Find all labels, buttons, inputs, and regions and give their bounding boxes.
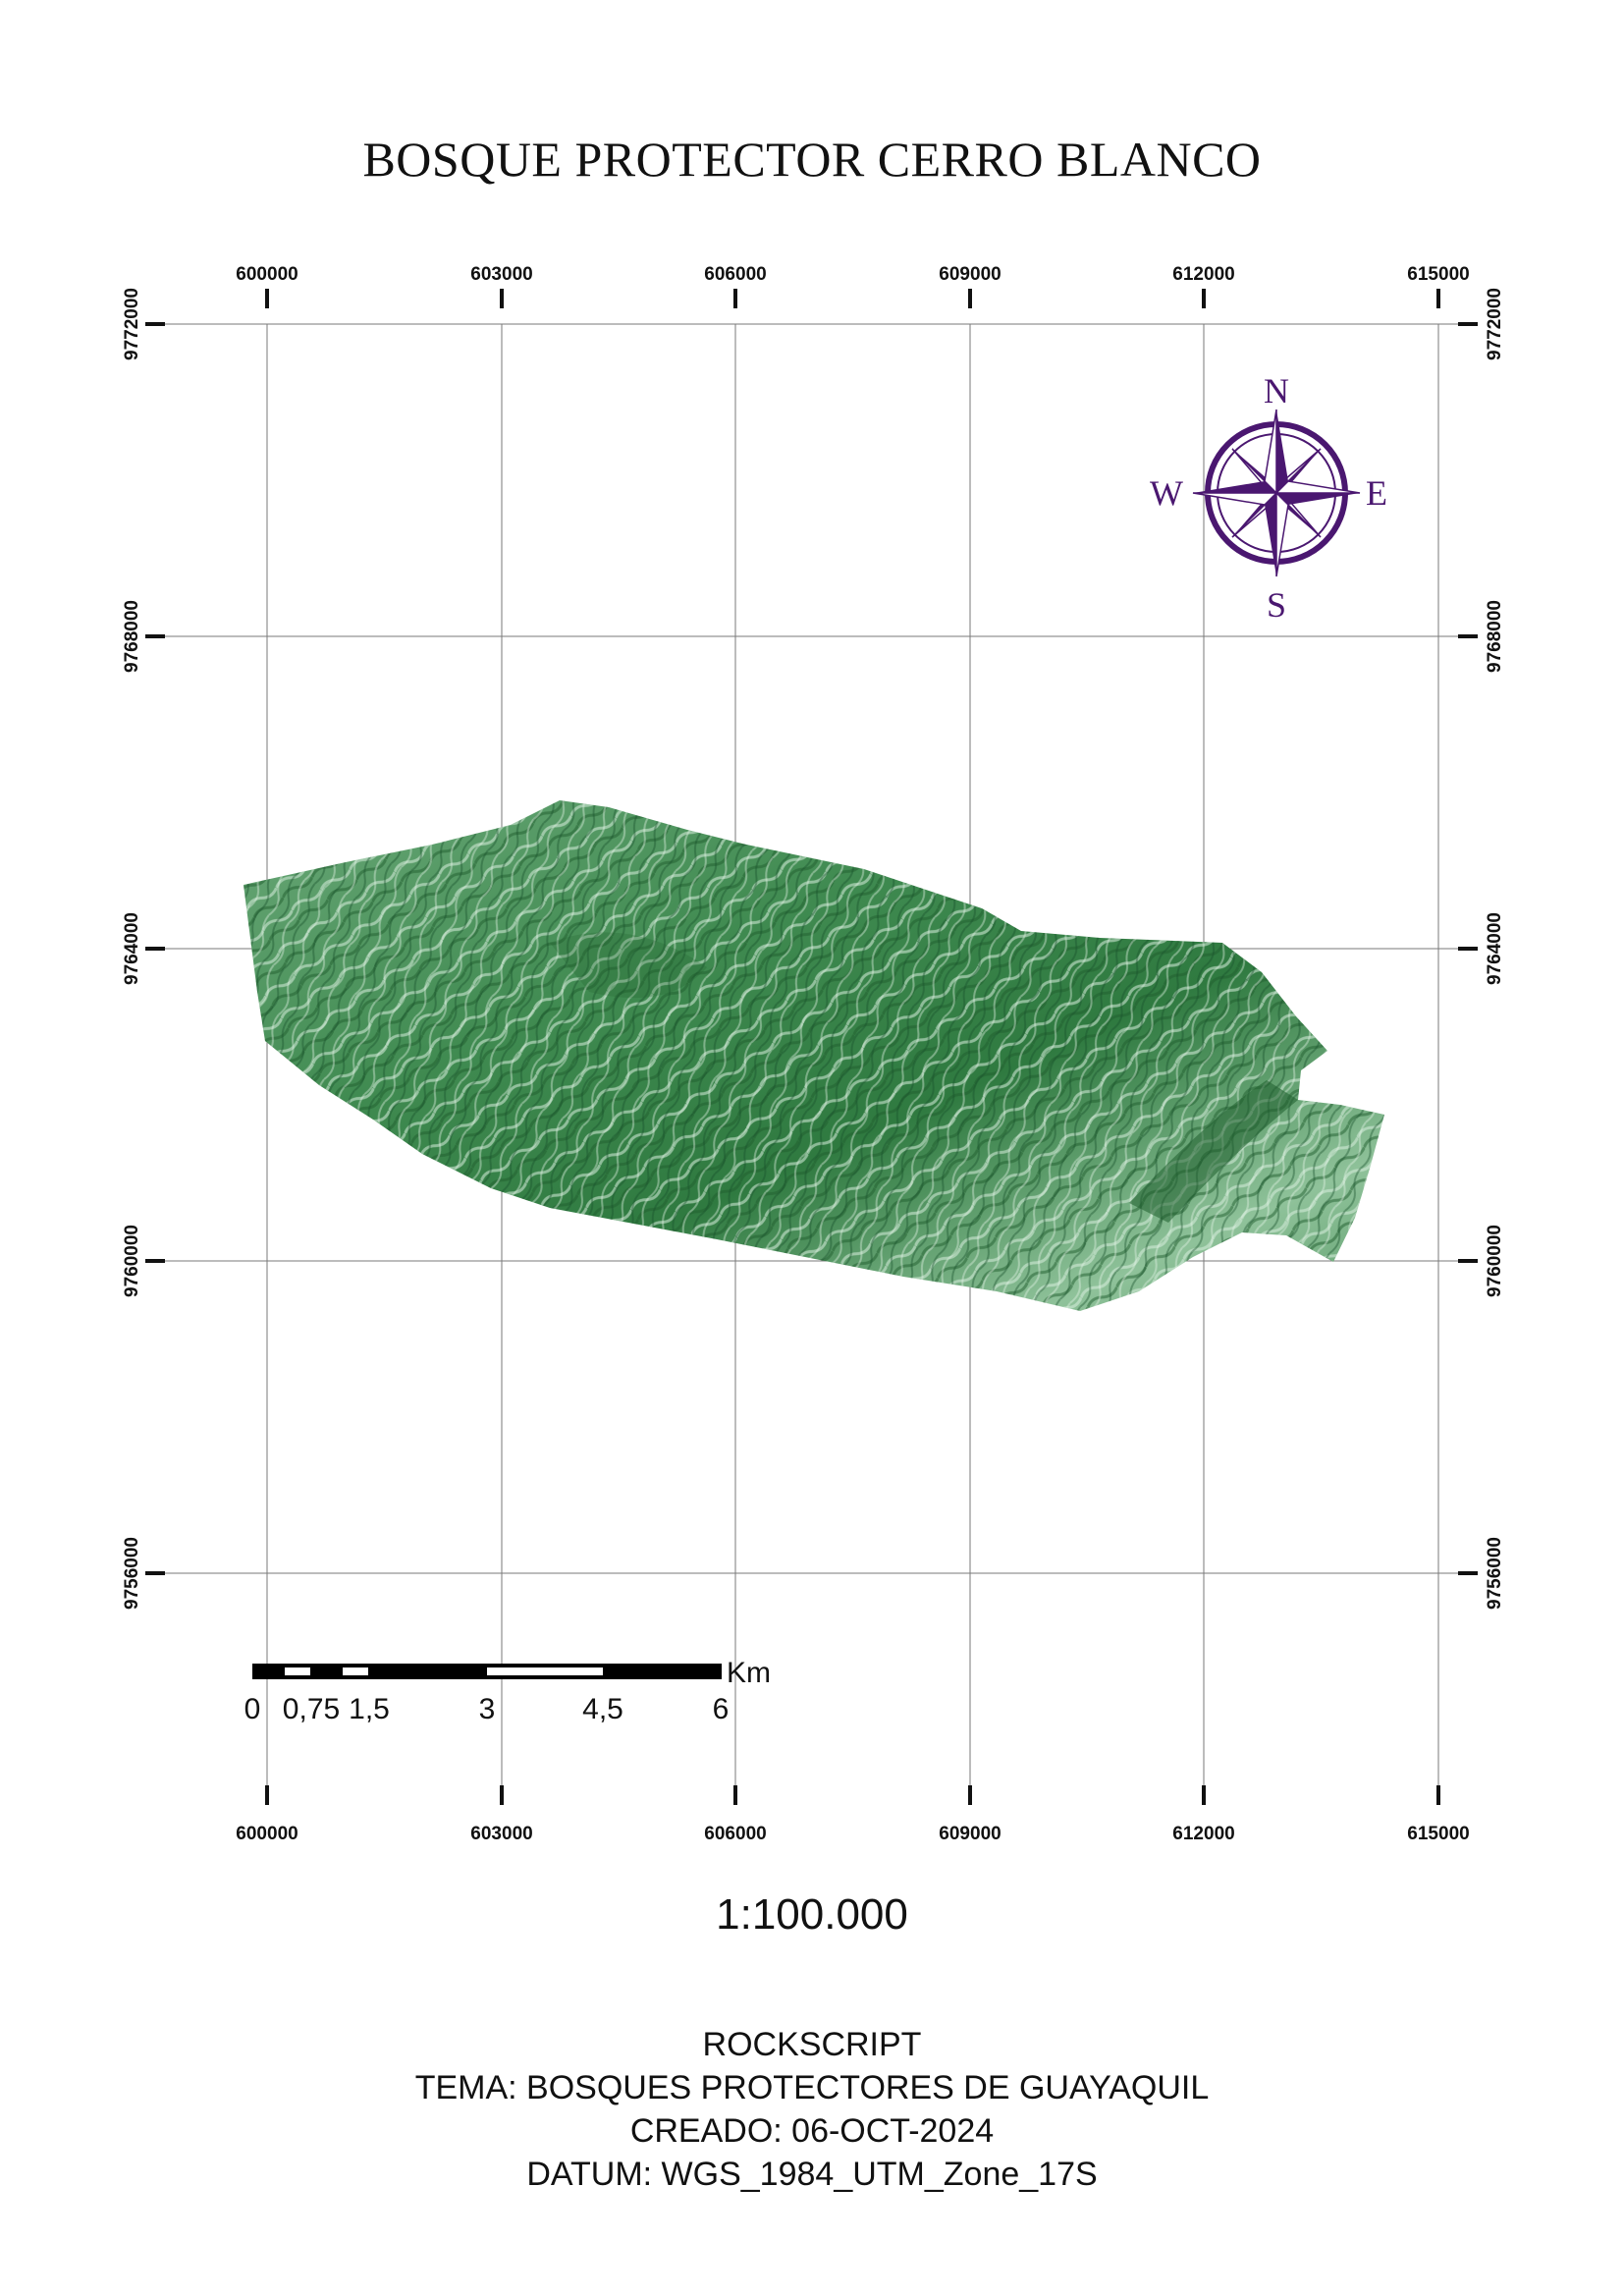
y-label-left: 9764000: [122, 912, 142, 985]
forest-valley-shadow: [1129, 1080, 1298, 1223]
x-label-top: 612000: [1172, 264, 1234, 285]
y-label-left: 9772000: [122, 288, 142, 360]
compass-rose: N S E W: [1150, 371, 1387, 625]
scale-bar-label: 3: [479, 1693, 496, 1725]
footer-theme: TEMA: BOSQUES PROTECTORES DE GUAYAQUIL: [414, 2069, 1210, 2106]
compass-west-label: W: [1150, 473, 1183, 513]
forest-hillshade-ridges-secondary: [244, 800, 1384, 1311]
x-label-bottom: 615000: [1407, 1824, 1469, 1844]
y-label-right: 9772000: [1485, 288, 1505, 360]
compass-star-icon: [1192, 409, 1361, 577]
forest-area: [244, 800, 1384, 1311]
x-label-top: 615000: [1407, 264, 1469, 285]
footer-created: CREADO: 06-OCT-2024: [629, 2112, 995, 2150]
forest-ridge-shadow: [550, 932, 707, 999]
y-label-right: 9760000: [1485, 1225, 1505, 1297]
scale-bar-segment: [343, 1667, 368, 1675]
compass-north-label: N: [1264, 371, 1289, 410]
scale-bar-segment: [487, 1667, 603, 1675]
x-label-top: 609000: [939, 264, 1001, 285]
scale-bar-unit: Km: [727, 1657, 771, 1689]
scale-bar-label: 4,5: [582, 1693, 623, 1725]
compass-south-label: S: [1267, 585, 1286, 625]
y-label-left: 9760000: [122, 1225, 142, 1297]
scale-bar: Km 0 0,75 1,5 3 4,5 6: [244, 1657, 771, 1725]
map-footer: ROCKSCRIPT TEMA: BOSQUES PROTECTORES DE …: [0, 2023, 1624, 2196]
x-label-bottom: 609000: [939, 1824, 1001, 1844]
scale-bar-label: 1,5: [349, 1693, 390, 1725]
y-label-right: 9768000: [1485, 600, 1505, 673]
tick-marks: [145, 289, 1478, 1805]
x-labels-bottom: 600000 603000 606000 609000 612000 61500…: [236, 1824, 1469, 1844]
y-label-right: 9756000: [1485, 1537, 1505, 1610]
scale-bar-label: 0,75: [283, 1693, 340, 1725]
x-label-top: 603000: [470, 264, 532, 285]
x-label-bottom: 603000: [470, 1824, 532, 1844]
y-label-left: 9768000: [122, 600, 142, 673]
scale-bar-label: 0: [244, 1693, 261, 1725]
x-label-top: 606000: [704, 264, 766, 285]
x-label-top: 600000: [236, 264, 298, 285]
x-label-bottom: 606000: [704, 1824, 766, 1844]
y-labels-left: 9772000 9768000 9764000 9760000 9756000: [122, 288, 142, 1610]
map-title: BOSQUE PROTECTOR CERRO BLANCO: [362, 132, 1262, 187]
scale-bar-segment: [285, 1667, 310, 1675]
x-label-bottom: 600000: [236, 1824, 298, 1844]
y-label-right: 9764000: [1485, 912, 1505, 985]
x-labels-top: 600000 603000 606000 609000 612000 61500…: [236, 264, 1469, 285]
footer-datum: DATUM: WGS_1984_UTM_Zone_17S: [526, 2156, 1098, 2193]
scale-bar-label: 6: [713, 1693, 730, 1725]
scale-ratio: 1:100.000: [716, 1890, 908, 1939]
compass-east-label: E: [1366, 473, 1387, 513]
y-label-left: 9756000: [122, 1537, 142, 1610]
footer-author: ROCKSCRIPT: [702, 2026, 922, 2063]
x-label-bottom: 612000: [1172, 1824, 1234, 1844]
y-labels-right: 9772000 9768000 9764000 9760000 9756000: [1485, 288, 1505, 1610]
